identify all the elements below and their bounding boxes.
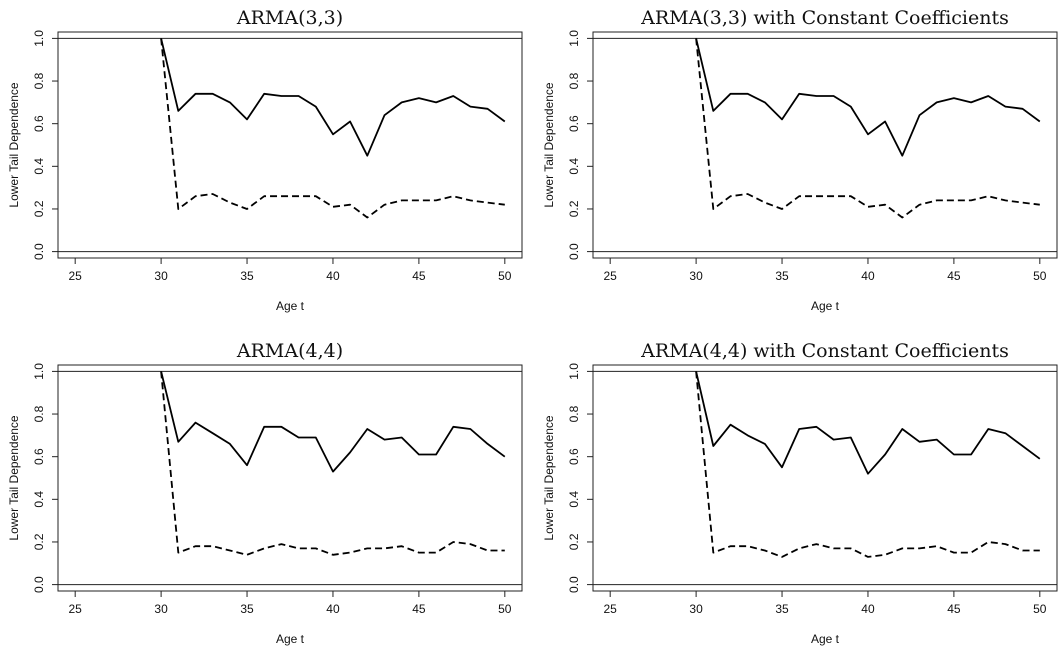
chart-title: ARMA(4,4) with Constant Coefficients [640, 340, 1009, 362]
y-tick-label: 0.2 [32, 533, 46, 550]
series-line-dashed [695, 38, 1040, 219]
chart-panel-1: ARMA(3,3) 25 30 35 40 45 50 0.0 0.2 0.4 0.6 0.8 1.0 A… [0, 0, 530, 325]
x-tick-label: 45 [412, 269, 426, 283]
x-tick-label: 25 [69, 602, 83, 616]
x-tick-label: 50 [498, 602, 512, 616]
plot-frame [57, 31, 523, 259]
x-tick-label: 50 [1033, 269, 1047, 283]
x-tick-label: 35 [240, 269, 254, 283]
plot-frame [57, 364, 523, 592]
chart-svg-4: ARMA(4,4) with Constant Coefficients 25 30… [542, 340, 1058, 646]
series-line-solid [160, 38, 506, 157]
series-line-solid [160, 371, 506, 473]
x-tick-label: 35 [775, 602, 789, 616]
y-tick-label: 0.2 [567, 200, 581, 217]
chart-svg-1: ARMA(3,3) 25 30 35 40 45 50 0.0 0.2 0.4 0.6 0.8 1.0 A… [7, 7, 523, 313]
y-tick-label: 0.6 [567, 448, 581, 465]
y-axis-label: Lower Tail Dependence [542, 415, 556, 541]
y-tick-label: 0.0 [32, 243, 46, 260]
x-tick-label: 50 [498, 269, 512, 283]
x-tick-label: 30 [154, 602, 168, 616]
x-axis-label: Age t [276, 632, 305, 646]
series-line-dashed [695, 371, 1040, 558]
y-tick-label: 1.0 [567, 30, 581, 47]
y-tick-label: 0.8 [32, 405, 46, 422]
x-tick-label: 45 [947, 602, 961, 616]
y-tick-label: 0.6 [32, 115, 46, 132]
chart-svg-2: ARMA(3,3) with Constant Coefficients 25 30… [542, 7, 1058, 313]
y-tick-label: 1.0 [567, 363, 581, 380]
y-tick-label: 0.0 [32, 576, 46, 593]
y-tick-label: 1.0 [32, 363, 46, 380]
x-tick-label: 30 [154, 269, 168, 283]
x-axis-label: Age t [811, 299, 840, 313]
chart-panel-4: ARMA(4,4) with Constant Coefficients 25 30… [535, 333, 1060, 658]
x-tick-label: 25 [604, 602, 618, 616]
x-tick-label: 35 [240, 602, 254, 616]
series-line-solid [695, 371, 1041, 475]
x-tick-label: 30 [689, 269, 703, 283]
x-tick-label: 40 [326, 269, 340, 283]
x-tick-label: 40 [326, 602, 340, 616]
y-tick-label: 0.0 [567, 576, 581, 593]
y-axis-label: Lower Tail Dependence [7, 82, 21, 208]
y-tick-label: 0.4 [567, 158, 581, 175]
x-axis-label: Age t [276, 299, 305, 313]
y-axis-label: Lower Tail Dependence [542, 82, 556, 208]
y-tick-label: 0.6 [567, 115, 581, 132]
y-tick-label: 0.4 [32, 158, 46, 175]
chart-title: ARMA(4,4) [236, 340, 343, 362]
y-tick-label: 0.8 [567, 72, 581, 89]
x-tick-label: 45 [947, 269, 961, 283]
y-tick-label: 0.8 [32, 72, 46, 89]
y-axis-label: Lower Tail Dependence [7, 415, 21, 541]
y-tick-label: 0.8 [567, 405, 581, 422]
y-tick-label: 0.6 [32, 448, 46, 465]
x-tick-label: 30 [689, 602, 703, 616]
x-tick-label: 50 [1033, 602, 1047, 616]
plot-frame [592, 364, 1058, 592]
y-tick-label: 1.0 [32, 30, 46, 47]
y-tick-label: 0.0 [567, 243, 581, 260]
chart-title: ARMA(3,3) with Constant Coefficients [640, 7, 1009, 29]
y-tick-label: 0.2 [32, 200, 46, 217]
x-tick-label: 45 [412, 602, 426, 616]
series-line-dashed [160, 371, 505, 556]
y-tick-label: 0.4 [32, 491, 46, 508]
series-line-dashed [160, 38, 505, 219]
plot-frame [592, 31, 1058, 259]
x-tick-label: 40 [861, 269, 875, 283]
y-tick-label: 0.2 [567, 533, 581, 550]
x-tick-label: 25 [69, 269, 83, 283]
x-tick-label: 35 [775, 269, 789, 283]
series-line-solid [695, 38, 1041, 157]
x-tick-label: 40 [861, 602, 875, 616]
y-tick-label: 0.4 [567, 491, 581, 508]
x-axis-label: Age t [811, 632, 840, 646]
chart-title: ARMA(3,3) [236, 7, 343, 29]
chart-panel-3: ARMA(4,4) 25 30 35 40 45 50 0.0 0.2 0.4 0.6 0.8 1.0 A… [0, 333, 530, 658]
chart-panel-2: ARMA(3,3) with Constant Coefficients 25 30… [535, 0, 1060, 325]
x-tick-label: 25 [604, 269, 618, 283]
chart-svg-3: ARMA(4,4) 25 30 35 40 45 50 0.0 0.2 0.4 0.6 0.8 1.0 A… [7, 340, 523, 646]
